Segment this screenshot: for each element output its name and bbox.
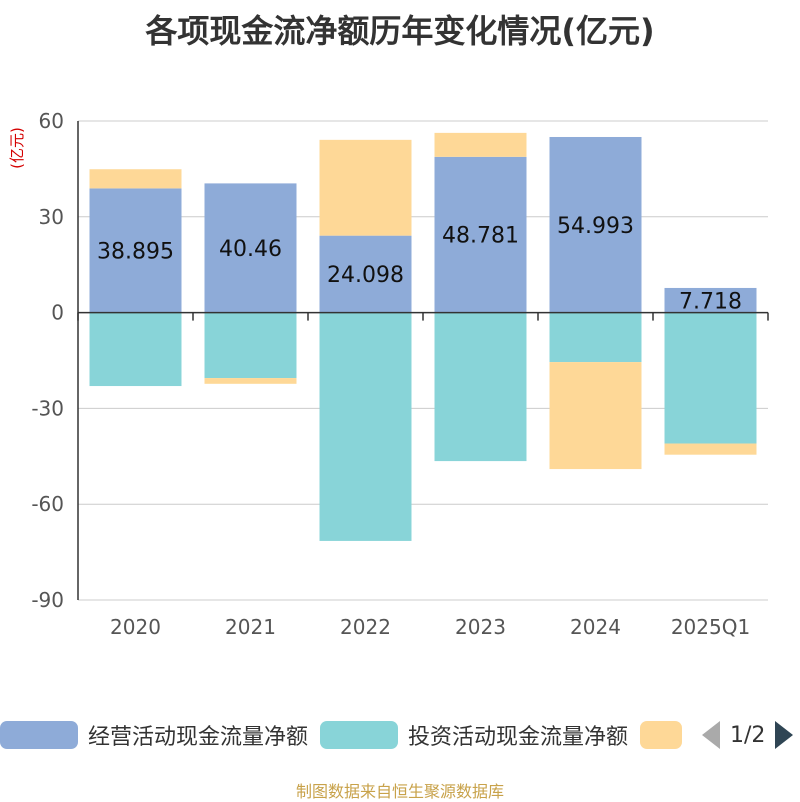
y-tick-label: -30 bbox=[31, 396, 64, 420]
bar-3-2025Q1 bbox=[664, 443, 757, 455]
bar-2-2021 bbox=[204, 312, 297, 379]
x-tick-label: 2024 bbox=[570, 615, 621, 639]
legend-swatch-financing bbox=[640, 721, 682, 749]
x-tick-label: 2021 bbox=[225, 615, 276, 639]
bar-1-2024 bbox=[549, 136, 642, 313]
bar-1-2020 bbox=[89, 188, 182, 313]
data-label: 24.098 bbox=[327, 263, 404, 288]
data-label: 40.46 bbox=[219, 237, 282, 262]
legend-item-operating[interactable]: 经营活动现金流量净额 bbox=[0, 715, 308, 755]
x-tick-label: 2025Q1 bbox=[671, 615, 750, 639]
source-footer: 制图数据来自恒生聚源数据库 bbox=[295, 782, 504, 801]
bar-3-2020 bbox=[89, 169, 182, 189]
data-label: 38.895 bbox=[97, 239, 174, 264]
legend-next-icon[interactable] bbox=[775, 721, 794, 749]
y-tick-label: 60 bbox=[39, 109, 64, 133]
legend-item-financing[interactable] bbox=[640, 715, 692, 755]
bar-3-2022 bbox=[319, 139, 412, 236]
x-tick-label: 2020 bbox=[110, 615, 161, 639]
bar-2-2020 bbox=[89, 312, 182, 387]
bar-2-2023 bbox=[434, 312, 527, 462]
legend-label-operating: 经营活动现金流量净额 bbox=[88, 725, 309, 750]
y-unit-label: (亿元) bbox=[8, 127, 26, 169]
y-tick-label: -60 bbox=[31, 492, 64, 516]
legend-label-investing: 投资活动现金流量净额 bbox=[408, 725, 629, 750]
bar-1-2021 bbox=[204, 183, 297, 313]
x-tick-label: 2022 bbox=[340, 615, 391, 639]
chart-title: 各项现金流净额历年变化情况(亿元) bbox=[145, 12, 655, 50]
bar-1-2025Q1 bbox=[664, 287, 757, 313]
legend-pager: 1/2 bbox=[702, 715, 794, 755]
legend-item-investing[interactable]: 投资活动现金流量净额 bbox=[320, 715, 628, 755]
x-tick-label: 2023 bbox=[455, 615, 506, 639]
bar-3-2024 bbox=[549, 362, 642, 470]
legend-swatch-investing bbox=[320, 721, 398, 749]
bar-2-2024 bbox=[549, 312, 642, 363]
legend-swatch-operating bbox=[0, 721, 78, 749]
bar-3-2021 bbox=[204, 378, 297, 384]
y-tick-label: -90 bbox=[31, 588, 64, 612]
bar-2-2022 bbox=[319, 312, 412, 541]
bar-2-2025Q1 bbox=[664, 312, 757, 444]
y-tick-label: 0 bbox=[51, 301, 64, 325]
bar-3-2023 bbox=[434, 132, 527, 157]
legend-page-indicator: 1/2 bbox=[730, 722, 766, 748]
data-label: 54.993 bbox=[557, 214, 634, 239]
bar-1-2022 bbox=[319, 235, 412, 313]
data-label: 7.718 bbox=[679, 289, 742, 314]
bar-1-2023 bbox=[434, 156, 527, 313]
legend: 经营活动现金流量净额 投资活动现金流量净额 1/2 bbox=[0, 715, 800, 755]
data-label: 48.781 bbox=[442, 224, 519, 249]
legend-prev-icon[interactable] bbox=[702, 721, 720, 749]
y-tick-label: 30 bbox=[39, 205, 64, 229]
